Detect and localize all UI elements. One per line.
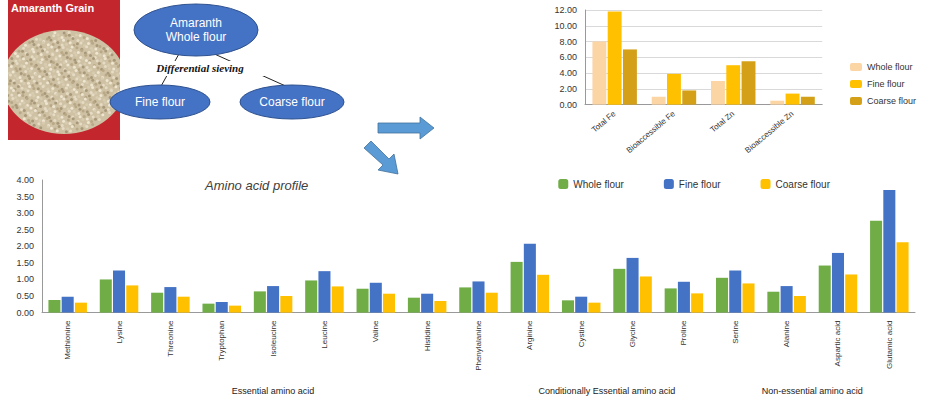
svg-text:Glycine: Glycine [628, 320, 637, 347]
svg-text:Amino acid profile: Amino acid profile [204, 178, 308, 193]
svg-text:Total Fe: Total Fe [590, 109, 618, 135]
svg-text:Isoleucine: Isoleucine [269, 320, 278, 357]
svg-text:Conditionally Essential amino: Conditionally Essential amino acid [539, 386, 676, 396]
svg-text:Methionine: Methionine [63, 320, 72, 360]
svg-text:Proline: Proline [679, 320, 688, 345]
svg-text:Leucine: Leucine [320, 320, 329, 349]
svg-text:Fine flour: Fine flour [679, 179, 721, 190]
svg-text:Coarse flour: Coarse flour [259, 95, 324, 109]
svg-text:Total Zn: Total Zn [709, 109, 737, 134]
svg-text:2.00: 2.00 [559, 84, 577, 94]
svg-text:Cystine: Cystine [577, 320, 586, 347]
svg-text:2.50: 2.50 [16, 225, 34, 235]
svg-text:Lysine: Lysine [115, 320, 124, 343]
svg-text:Valine: Valine [371, 320, 380, 342]
svg-text:Non-essential amino acid: Non-essential amino acid [762, 386, 863, 396]
svg-text:Aspartic acid: Aspartic acid [833, 321, 842, 367]
svg-text:3.50: 3.50 [16, 192, 34, 202]
svg-text:Alanine: Alanine [782, 320, 791, 347]
svg-text:Fine flour: Fine flour [135, 95, 185, 109]
svg-text:Bioaccessible Fe: Bioaccessible Fe [625, 109, 678, 155]
svg-text:12.00: 12.00 [554, 5, 577, 15]
svg-text:Amaranth Grain: Amaranth Grain [11, 2, 94, 14]
svg-text:Glutamic acid: Glutamic acid [885, 321, 894, 369]
svg-text:Threonine: Threonine [166, 320, 175, 357]
svg-text:6.00: 6.00 [559, 52, 577, 62]
svg-text:Fine flour: Fine flour [867, 79, 905, 89]
svg-text:1.00: 1.00 [16, 274, 34, 284]
svg-text:1.50: 1.50 [16, 258, 34, 268]
svg-text:AmaranthWhole flour: AmaranthWhole flour [166, 16, 227, 44]
svg-text:8.00: 8.00 [559, 37, 577, 47]
svg-text:10.00: 10.00 [554, 21, 577, 31]
svg-text:Whole flour: Whole flour [867, 62, 913, 72]
svg-text:0.50: 0.50 [16, 291, 34, 301]
svg-text:2.00: 2.00 [16, 241, 34, 251]
svg-text:0.00: 0.00 [559, 100, 577, 110]
svg-text:0.00: 0.00 [16, 308, 34, 318]
svg-text:Whole flour: Whole flour [573, 179, 624, 190]
svg-text:Essential amino acid: Essential amino acid [232, 386, 315, 396]
svg-text:Histidine: Histidine [423, 320, 432, 351]
svg-text:4.00: 4.00 [16, 175, 34, 185]
svg-text:Bioaccessible Zn: Bioaccessible Zn [743, 109, 795, 155]
svg-text:Phenylalanine: Phenylalanine [474, 320, 483, 371]
svg-text:Differential sieving: Differential sieving [155, 62, 244, 74]
svg-text:Arginine: Arginine [525, 320, 534, 350]
svg-text:Coarse flour: Coarse flour [867, 96, 916, 106]
svg-text:Tryptophan: Tryptophan [217, 321, 226, 361]
svg-text:4.00: 4.00 [559, 68, 577, 78]
svg-text:Coarse flour: Coarse flour [776, 179, 831, 190]
svg-text:Serine: Serine [731, 320, 740, 344]
svg-text:3.00: 3.00 [16, 208, 34, 218]
